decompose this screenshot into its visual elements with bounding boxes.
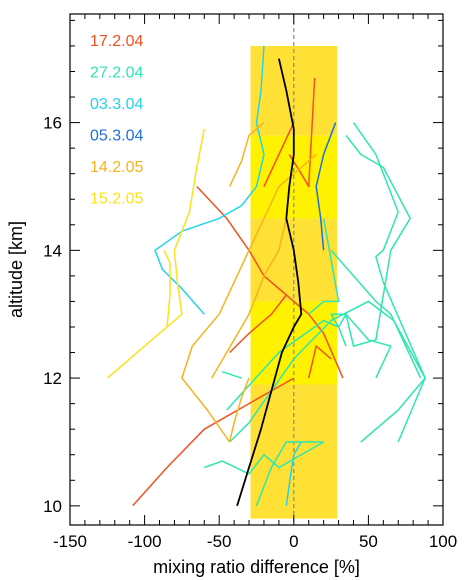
x-tick-label: -100 — [128, 532, 162, 551]
x-tick-label: -50 — [207, 532, 232, 551]
series-mean — [236, 58, 303, 507]
series-line — [226, 134, 411, 411]
x-tick-label: 50 — [359, 532, 378, 551]
legend-entry: 27.2.04 — [90, 65, 143, 82]
series-line — [228, 122, 265, 187]
x-tick-label: 100 — [429, 532, 457, 551]
series-15.2.05 — [106, 128, 206, 379]
y-tick-labels: 10 12 14 16 — [43, 114, 62, 516]
series-line — [285, 441, 302, 506]
series-line — [308, 218, 340, 315]
series-line — [154, 45, 265, 315]
series-lines — [106, 45, 426, 507]
series-27.2.04 — [204, 122, 426, 507]
series-line — [288, 77, 316, 188]
series-line — [263, 122, 295, 187]
axis-ticks — [69, 14, 444, 525]
x-tick-label: 0 — [289, 532, 298, 551]
legend-entry: 03.3.04 — [90, 96, 143, 113]
series-line — [106, 128, 206, 379]
legend-entry: 15.2.05 — [90, 191, 143, 208]
x-tick-labels: -150 -100 -50 0 50 100 — [53, 532, 457, 551]
x-axis-title: mixing ratio difference [%] — [153, 557, 360, 577]
series-line — [132, 377, 295, 507]
series-17.2.04 — [132, 77, 344, 507]
series-line — [330, 249, 422, 379]
series-line — [236, 58, 303, 507]
y-tick-label: 12 — [43, 369, 62, 388]
y-tick-label: 16 — [43, 114, 62, 133]
series-line — [352, 122, 426, 443]
series-14.2.05 — [181, 122, 317, 443]
legend: 17.2.04 27.2.04 03.3.04 05.3.04 14.2.05 15.2.… — [90, 33, 143, 208]
series-line — [181, 153, 317, 443]
series-line — [229, 294, 287, 354]
legend-entry: 14.2.05 — [90, 159, 143, 176]
y-tick-label: 10 — [43, 497, 62, 516]
series-line — [307, 345, 332, 379]
series-05.3.04 — [315, 122, 337, 251]
series-line — [221, 370, 242, 379]
legend-entry: 05.3.04 — [90, 128, 143, 145]
series-line — [204, 441, 325, 507]
series-line — [228, 377, 250, 443]
series-line — [229, 300, 426, 443]
y-axis-title: altitude [km] — [6, 221, 26, 318]
x-tick-label: -150 — [53, 532, 87, 551]
series-line — [211, 218, 288, 379]
series-line — [315, 122, 337, 251]
series-line — [163, 249, 171, 328]
legend-entry: 17.2.04 — [90, 33, 143, 50]
y-tick-label: 14 — [43, 241, 62, 260]
series-03.3.04 — [154, 45, 302, 506]
plot-frame — [69, 13, 444, 526]
